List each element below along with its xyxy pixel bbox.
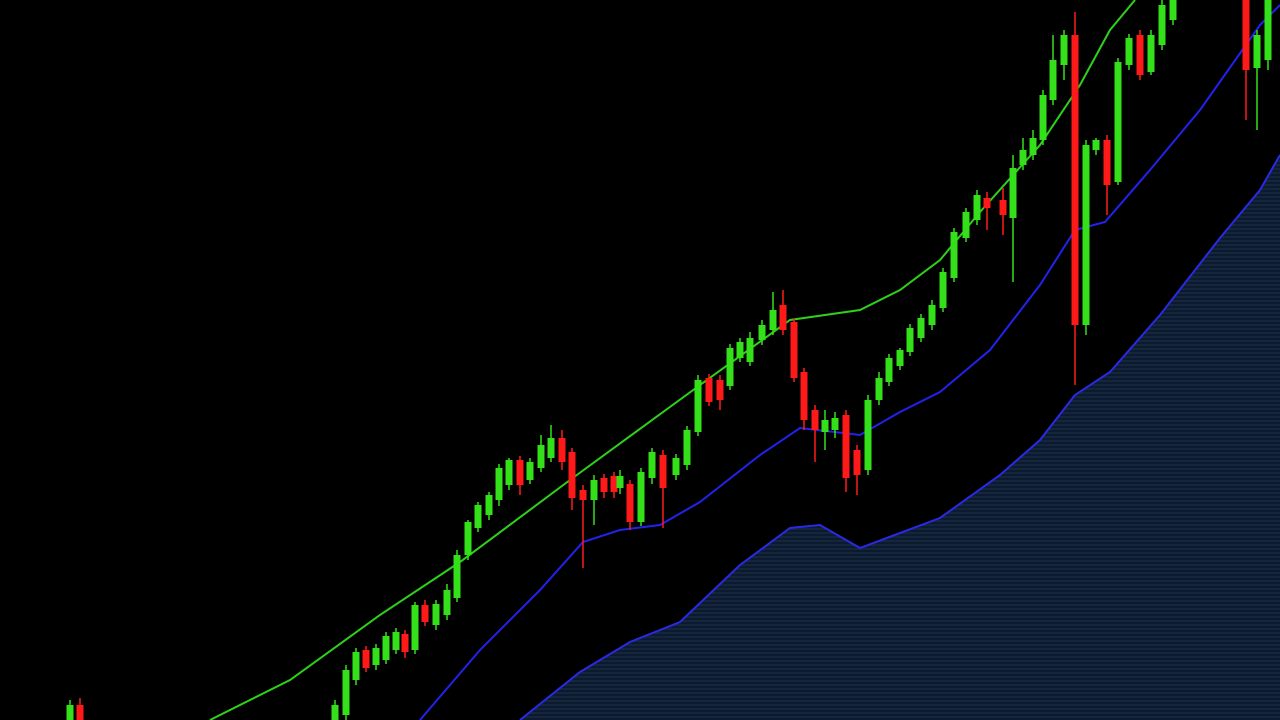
candle-body: [1242, 0, 1250, 70]
candle-body: [1071, 35, 1079, 325]
candle-body: [1092, 140, 1100, 150]
candle-body: [962, 212, 970, 238]
candle-body: [1169, 0, 1177, 20]
area-stripes: [520, 155, 1280, 720]
candle-body: [928, 305, 936, 325]
candle-body: [505, 460, 513, 485]
candle-body: [1082, 145, 1090, 325]
candle-body: [76, 705, 84, 720]
candle-body: [917, 318, 925, 338]
candle-body: [1114, 62, 1122, 182]
candle-body: [800, 372, 808, 420]
candle-body: [672, 458, 680, 475]
candle-body: [382, 636, 390, 660]
candle-body: [362, 650, 370, 668]
candle-body: [1060, 35, 1068, 65]
candle-body: [421, 605, 429, 622]
band-line: [519, 154, 1280, 720]
candle-body: [1019, 150, 1027, 165]
candle-body: [648, 452, 656, 478]
candle-body: [853, 450, 861, 475]
candle-body: [579, 490, 587, 500]
candle-body: [1147, 35, 1155, 72]
candle-body: [558, 438, 566, 462]
candle-body: [659, 455, 667, 488]
candle-body: [885, 358, 893, 382]
candle-body: [864, 400, 872, 470]
candle-body: [906, 328, 914, 352]
candle-body: [705, 378, 713, 402]
candle-body: [443, 590, 451, 615]
candle-body: [401, 634, 409, 652]
candle-body: [372, 648, 380, 665]
candle-body: [973, 195, 981, 220]
candle-body: [485, 495, 493, 515]
candle-body: [983, 198, 991, 208]
candle-body: [790, 322, 798, 378]
candle-body: [464, 522, 472, 555]
candle-body: [811, 410, 819, 430]
candle-body: [568, 452, 576, 498]
candle-body: [1029, 138, 1037, 155]
candle-body: [736, 342, 744, 358]
candle-body: [842, 415, 850, 478]
candle-body: [626, 484, 634, 522]
candle-body: [896, 350, 904, 366]
candle-body: [821, 420, 829, 432]
candle-body: [590, 480, 598, 500]
candle-body: [1125, 38, 1133, 65]
candle-body: [1103, 140, 1111, 185]
candle-body: [683, 430, 691, 465]
candle-body: [1049, 60, 1057, 100]
candle-body: [1253, 35, 1261, 68]
candle-body: [342, 670, 350, 715]
candle-body: [694, 380, 702, 432]
candle-body: [746, 338, 754, 362]
candle-body: [600, 478, 608, 492]
candle-body: [66, 705, 74, 720]
candle-body: [1158, 5, 1166, 45]
candle-body: [352, 652, 360, 680]
candle-body: [474, 505, 482, 528]
candle-body: [1009, 168, 1017, 218]
candle-body: [547, 438, 555, 458]
candle-body: [769, 310, 777, 330]
candle-body: [616, 476, 624, 488]
candle-body: [411, 605, 419, 650]
candle-body: [1264, 0, 1272, 60]
candle-body: [610, 476, 618, 492]
band-line: [419, 4, 1280, 720]
candle-body: [779, 305, 787, 330]
candle-body: [726, 348, 734, 386]
band-line: [209, 0, 1136, 720]
candle-body: [939, 272, 947, 308]
candle-body: [1136, 35, 1144, 75]
candle-body: [999, 200, 1007, 215]
candle-body: [1039, 95, 1047, 140]
candle-body: [950, 232, 958, 278]
candle-body: [831, 418, 839, 430]
candle-body: [392, 632, 400, 650]
candle-body: [537, 445, 545, 468]
candle-body: [453, 555, 461, 598]
candle-body: [758, 325, 766, 340]
candle-body: [526, 462, 534, 480]
candle-body: [331, 705, 339, 720]
candle-body: [716, 380, 724, 400]
candle-body: [432, 604, 440, 625]
candle-body: [875, 378, 883, 400]
candle-body: [495, 468, 503, 500]
candle-body: [516, 460, 524, 485]
candle-body: [637, 472, 645, 522]
